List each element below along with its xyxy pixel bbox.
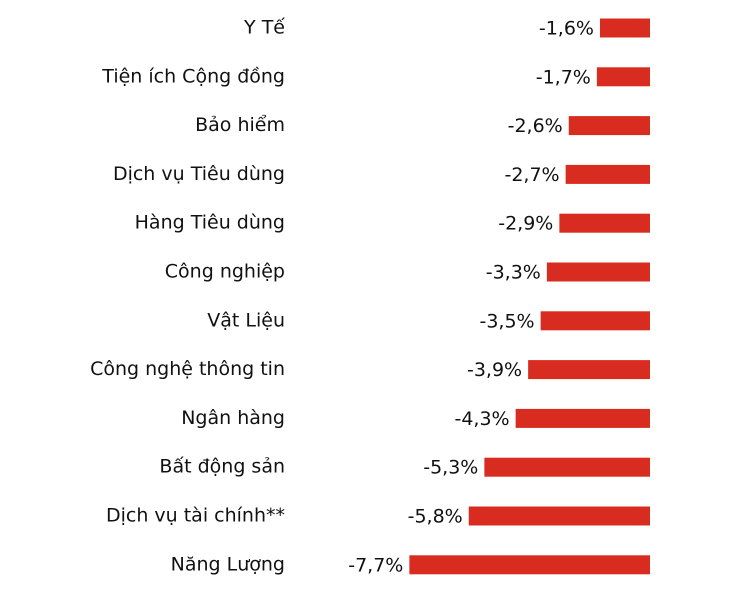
value-label: -3,9% (467, 359, 522, 381)
category-label: Dịch vụ tài chính** (106, 505, 285, 527)
bar (546, 262, 650, 282)
bar (559, 213, 650, 233)
value-label: -5,8% (408, 506, 463, 528)
value-label: -2,6% (508, 115, 563, 137)
category-label: Bất động sản (159, 456, 285, 478)
value-label: -5,3% (423, 457, 478, 479)
value-label: -3,5% (479, 310, 534, 332)
value-label: -2,9% (498, 213, 553, 235)
category-label: Bảo hiểm (195, 114, 285, 136)
bar (468, 506, 650, 526)
value-label: -1,6% (539, 18, 594, 40)
category-label: Ngân hàng (181, 407, 285, 429)
bar (528, 360, 650, 380)
category-label: Năng Lượng (171, 553, 285, 575)
value-label: -7,7% (348, 554, 403, 576)
bar (409, 555, 650, 575)
bar (568, 116, 650, 136)
bar (484, 457, 650, 477)
category-label: Y Tế (243, 17, 285, 39)
bar (596, 67, 650, 87)
category-label: Công nghệ thông tin (90, 358, 285, 380)
category-label: Hàng Tiêu dùng (135, 212, 285, 234)
value-label: -4,3% (454, 408, 509, 430)
category-label: Dịch vụ Tiêu dùng (113, 163, 285, 185)
bar (540, 311, 650, 331)
value-label: -3,3% (486, 262, 541, 284)
value-label: -2,7% (504, 164, 559, 186)
value-label: -1,7% (536, 66, 591, 88)
bar (600, 18, 650, 38)
bar (515, 408, 650, 428)
category-label: Vật Liệu (207, 309, 285, 331)
bar (565, 164, 650, 184)
category-label: Tiện ích Cộng đồng (101, 65, 285, 87)
category-label: Công nghiệp (165, 261, 285, 283)
